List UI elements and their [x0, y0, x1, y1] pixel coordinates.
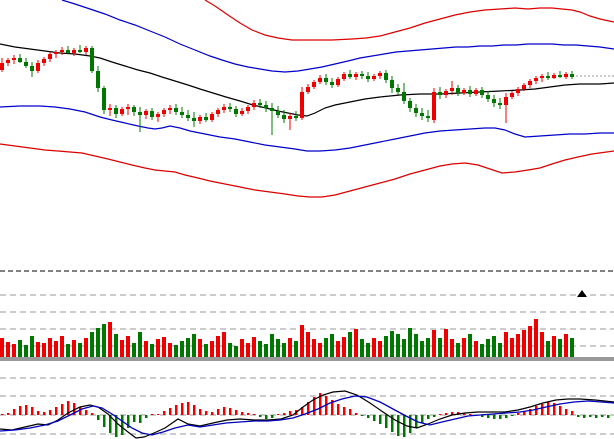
price-panel: [0, 0, 614, 198]
lower-envelope-red-line: [0, 143, 614, 198]
volume-bars-group: [0, 319, 574, 358]
upper-band-blue-line: [61, 0, 614, 73]
moving-average-black-line: [0, 43, 614, 117]
volume-panel: [0, 270, 614, 361]
dea-blue-line: [0, 395, 614, 436]
candles-group: [0, 45, 574, 135]
macd-panel: [0, 377, 614, 439]
lower-band-blue-line: [0, 105, 614, 152]
upper-envelope-red-line: [204, 0, 614, 41]
panel-separator-line: [0, 357, 614, 361]
up-triangle-marker: [577, 290, 587, 297]
